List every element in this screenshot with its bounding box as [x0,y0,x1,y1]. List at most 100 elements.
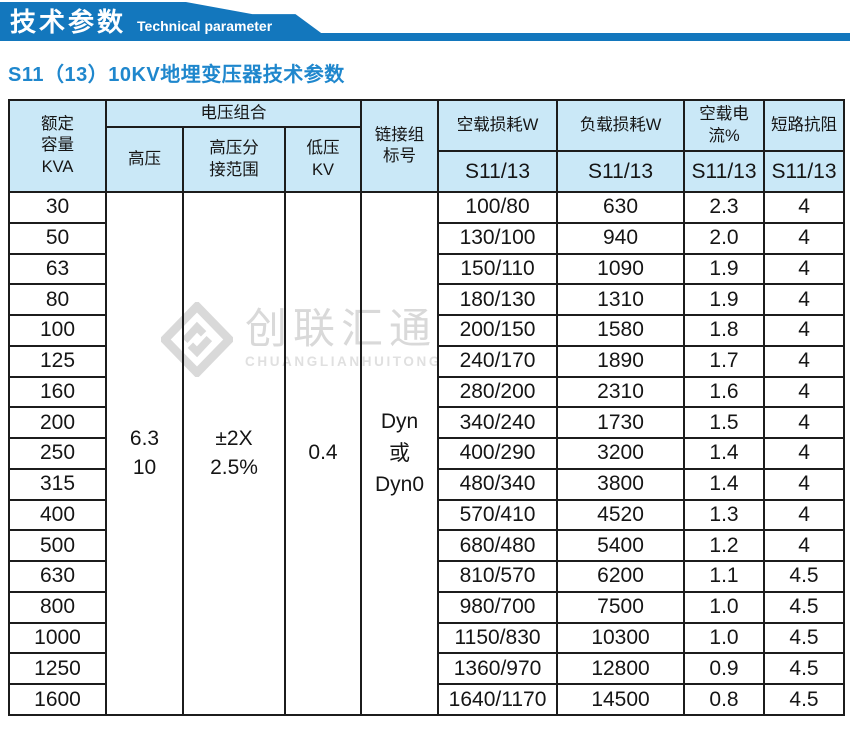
table-header: 额定 容量 KVA 电压组合 链接组 标号 空载损耗W 负载损耗W 空载电流% … [8,99,846,193]
cell-no-load-current: 1.5 [683,406,766,439]
cell-impedance: 4 [763,406,846,439]
cell-no-load-current: 1.4 [683,437,766,470]
cell-impedance: 4 [763,191,846,224]
cell-capacity: 30 [8,191,107,224]
cell-no-load-current: 1.3 [683,498,766,532]
cell-no-load-current: 2.3 [683,191,766,224]
cell-no-load-loss: 340/240 [437,406,559,439]
cell-capacity: 250 [8,437,107,470]
cell-load-loss: 1890 [556,344,686,378]
header-row-1: 额定 容量 KVA 电压组合 链接组 标号 空载损耗W 负载损耗W 空载电流% … [8,99,846,193]
table-row: 30 6.3 10 ±2X 2.5% 0.4 Dyn 或 Dyn0 100/80 630 2.… [8,191,846,716]
cell-load-loss: 1310 [556,283,686,316]
cell-capacity: 315 [8,467,107,501]
table-row: 315 480/340 3800 1.4 4 [8,467,846,501]
cell-load-loss: 1580 [556,314,686,347]
cell-no-load-loss: 200/150 [437,314,559,347]
cell-hv-tap-range: ±2X 2.5% [182,191,286,716]
col-header-voltage-combo: 电压组合 [104,99,363,128]
cell-capacity: 1250 [8,652,107,685]
table-row: 630 810/570 6200 1.1 4.5 [8,560,846,593]
table-row: 400 570/410 4520 1.3 4 [8,498,846,532]
cell-load-loss: 14500 [556,683,686,716]
col-header-hv: 高压 [105,126,184,193]
header-row-2: 高压 高压分 接范围 低压 KV [9,126,844,193]
header-row-3: S11/13 S11/13 S11/13 S11/13 [9,150,846,193]
col-header-hv-tap-range: 高压分 接范围 [182,126,286,193]
table-row: 100 200/150 1580 1.8 4 [8,314,846,347]
table-row: 50 130/100 940 2.0 4 [8,221,846,255]
cell-hv: 6.3 10 [105,191,184,716]
cell-impedance: 4.5 [763,683,846,716]
section-banner: 技术参数 Technical parameter [0,2,332,41]
cell-impedance: 4 [763,467,846,501]
cell-no-load-current: 1.7 [683,344,766,378]
cell-no-load-loss: 150/110 [437,252,559,286]
cell-impedance: 4 [763,437,846,470]
cell-load-loss: 7500 [556,590,686,624]
cell-capacity: 125 [8,344,107,378]
table-row: 1250 1360/970 12800 0.9 4.5 [8,652,846,685]
cell-no-load-loss: 130/100 [437,221,559,255]
col-header-load-loss: 负载损耗W [556,99,686,152]
cell-impedance: 4 [763,498,846,532]
cell-impedance: 4.5 [763,590,846,624]
subheader-series-no-load-loss: S11/13 [437,150,559,193]
header-strip: 技术参数 Technical parameter [0,0,850,46]
cell-load-loss: 940 [556,221,686,255]
cell-no-load-current: 1.2 [683,529,766,562]
cell-capacity: 400 [8,498,107,532]
col-header-no-load-loss: 空载损耗W [437,99,559,152]
cell-load-loss: 3200 [556,437,686,470]
cell-load-loss: 6200 [556,560,686,593]
cell-capacity: 500 [8,529,107,562]
cell-impedance: 4 [763,314,846,347]
table-title: S11（13）10KV地埋变压器技术参数 [8,64,345,86]
cell-no-load-loss: 810/570 [437,560,559,593]
cell-impedance: 4.5 [763,652,846,685]
cell-impedance: 4 [763,252,846,286]
section-title-en: Technical parameter [137,18,273,34]
cell-impedance: 4 [763,375,846,409]
cell-no-load-loss: 180/130 [437,283,559,316]
subheader-series-impedance: S11/13 [763,150,846,193]
cell-impedance: 4 [763,529,846,562]
cell-no-load-current: 1.6 [683,375,766,409]
cell-no-load-current: 1.4 [683,467,766,501]
cell-capacity: 63 [8,252,107,286]
col-header-no-load-current: 空载电流% [683,99,766,152]
cell-no-load-loss: 480/340 [437,467,559,501]
cell-no-load-current: 1.8 [683,314,766,347]
table-row: 200 340/240 1730 1.5 4 [8,406,846,439]
cell-no-load-loss: 680/480 [437,529,559,562]
cell-no-load-loss: 570/410 [437,498,559,532]
cell-no-load-loss: 240/170 [437,344,559,378]
table-row: 125 240/170 1890 1.7 4 [8,344,846,378]
cell-load-loss: 2310 [556,375,686,409]
cell-impedance: 4.5 [763,621,846,655]
cell-no-load-loss: 1640/1170 [437,683,559,716]
cell-capacity: 800 [8,590,107,624]
cell-no-load-current: 1.9 [683,252,766,286]
col-header-lv: 低压 KV [283,126,363,193]
cell-load-loss: 1730 [556,406,686,439]
cell-no-load-current: 0.9 [683,652,766,685]
table-row: 500 680/480 5400 1.2 4 [8,529,846,562]
cell-capacity: 100 [8,314,107,347]
cell-load-loss: 1090 [556,252,686,286]
cell-impedance: 4 [763,344,846,378]
header-underline [0,33,850,41]
col-header-impedance: 短路抗阻 [763,99,846,152]
cell-no-load-loss: 1360/970 [437,652,559,685]
cell-lv: 0.4 [283,191,363,716]
section-title: 技术参数 [10,6,127,37]
table-row: 800 980/700 7500 1.0 4.5 [8,590,846,624]
table-row: 1000 1150/830 10300 1.0 4.5 [8,621,846,655]
table-row: 160 280/200 2310 1.6 4 [8,375,846,409]
cell-no-load-current: 1.0 [683,590,766,624]
cell-no-load-loss: 980/700 [437,590,559,624]
cell-no-load-current: 1.1 [683,560,766,593]
cell-no-load-current: 1.9 [683,283,766,316]
cell-load-loss: 10300 [556,621,686,655]
